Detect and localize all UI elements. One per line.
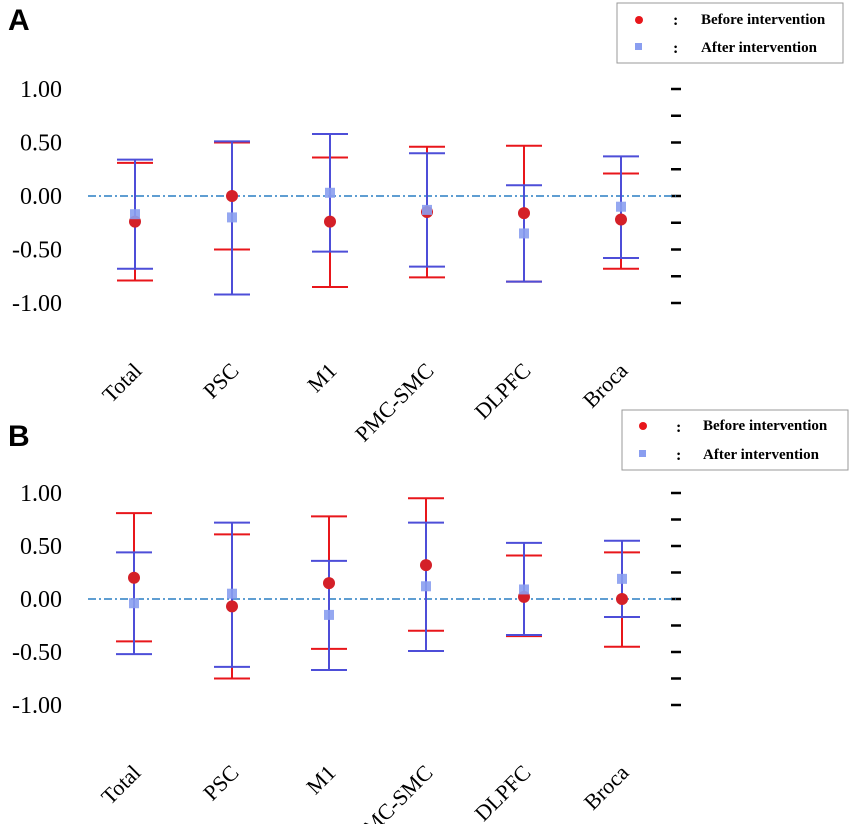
panel-a-xtick-label: Broca <box>578 358 633 413</box>
panel-b-xtick-label: M1 <box>301 760 340 799</box>
panel-a-legend: : Before intervention : After interventi… <box>616 2 844 64</box>
panel-a-after-point <box>422 204 432 215</box>
panel-b-xtick-label: PMC-SMC <box>349 760 438 824</box>
panel-b-legend-after-label: After intervention <box>703 447 820 463</box>
panel-a-xtick-label: Total <box>97 358 146 407</box>
panel-b-ytick-label: 0.00 <box>20 587 62 613</box>
panel-a-label: A <box>8 4 30 37</box>
panel-b-after-point <box>129 598 139 609</box>
panel-b-legend-box <box>621 409 849 471</box>
panel-b-ytick-label: 0.50 <box>20 534 62 560</box>
panel-a-before-point <box>615 213 627 226</box>
panel-a-after-point <box>519 228 529 239</box>
panel-a-legend-after-label: After intervention <box>701 40 818 56</box>
panel-a-after-point <box>616 201 626 212</box>
panel-b: B : Before intervention : After interven… <box>8 409 849 824</box>
panel-a-before-point <box>518 207 530 220</box>
panel-b-label: B <box>8 420 30 453</box>
panel-a-ytick-label: -1.00 <box>12 291 62 317</box>
panel-b-after-point <box>324 609 334 620</box>
panel-b-legend-before-marker <box>639 422 647 430</box>
panel-a-after-point <box>227 212 237 223</box>
panel-a-legend-before-colon: : <box>673 12 678 29</box>
panel-b-before-point <box>616 593 628 605</box>
panel-a-before-point <box>324 215 336 228</box>
panel-b-legend-after-colon: : <box>676 447 681 464</box>
panel-b-after-point <box>519 584 529 595</box>
panel-a-legend-before-marker <box>635 16 643 24</box>
panel-b-xtick-label: DLPFC <box>469 760 535 824</box>
panel-a-ytick-label: 0.00 <box>20 184 62 210</box>
panel-b-before-point <box>226 600 238 613</box>
panel-a-legend-box <box>616 2 844 64</box>
panel-a-ytick-label: -0.50 <box>12 238 62 264</box>
panel-a-after-point <box>130 209 140 220</box>
panel-b-xtick-label: Total <box>96 760 145 809</box>
panel-a-after-point <box>325 187 335 198</box>
panel-b-before-point <box>420 559 432 572</box>
panel-a: A : Before intervention : After interven… <box>8 2 844 446</box>
panel-a-xtick-label: M1 <box>302 358 341 397</box>
panel-b-legend: : Before intervention : After interventi… <box>621 409 849 471</box>
panel-b-legend-before-label: Before intervention <box>703 418 828 434</box>
panel-b-legend-before-colon: : <box>676 419 681 436</box>
panel-b-before-point <box>323 577 335 590</box>
panel-b-ytick-label: -1.00 <box>12 693 62 719</box>
panel-b-ytick-label: 1.00 <box>20 481 62 507</box>
panel-b-before-point <box>128 571 140 584</box>
panel-a-xtick-label: PMC-SMC <box>350 358 439 447</box>
panel-a-legend-before-label: Before intervention <box>701 12 826 28</box>
panel-a-xtick-label: PSC <box>198 358 243 403</box>
panel-a-legend-after-colon: : <box>673 40 678 57</box>
panel-b-xtick-label: PSC <box>198 760 243 805</box>
panel-b-legend-after-marker <box>639 450 646 457</box>
panel-a-xtick-label: DLPFC <box>469 358 535 424</box>
panel-b-plot: 1.00 0.50 0.00 -0.50 -1.00 Total PSC M1 PMC-SMC D… <box>12 481 681 824</box>
panel-b-after-point <box>421 581 431 592</box>
panel-b-ytick-label: -0.50 <box>12 640 62 666</box>
panel-a-before-point <box>226 190 238 202</box>
panel-b-xtick-label: Broca <box>579 760 634 815</box>
panel-a-legend-after-marker <box>635 43 642 50</box>
panel-b-after-point <box>617 573 627 584</box>
panel-b-after-point <box>227 588 237 599</box>
panel-a-plot: 1.00 0.50 0.00 -0.50 -1.00 Total PSC M1 PMC-SMC D… <box>12 77 681 446</box>
panel-a-ytick-label: 1.00 <box>20 77 62 103</box>
panel-a-ytick-label: 0.50 <box>20 131 62 157</box>
